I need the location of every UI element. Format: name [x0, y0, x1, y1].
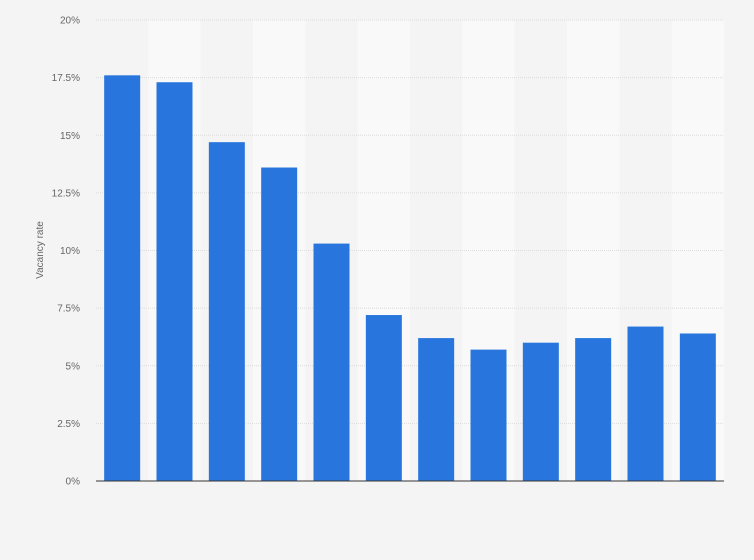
y-tick-label: 17.5% [52, 73, 80, 84]
y-tick-label: 15% [60, 131, 80, 142]
bar[interactable]: 14.7% [208, 142, 245, 482]
y-tick-label: 20% [60, 16, 80, 27]
y-axis-label: Vacancy rate [35, 221, 46, 279]
bar[interactable]: 17.6% [104, 75, 141, 481]
bar[interactable]: 13.6% [261, 167, 298, 481]
bar[interactable]: 6.7% [627, 326, 664, 481]
bar[interactable]: 10.3% [313, 243, 350, 481]
y-tick-label: 5% [66, 361, 81, 372]
y-tick-label: 0% [66, 477, 81, 488]
bar[interactable]: 6.2% [418, 338, 455, 481]
bar[interactable]: 5.7% [470, 349, 507, 481]
bar[interactable]: 6.4% [679, 333, 716, 481]
y-tick-label: 10% [60, 246, 80, 257]
y-axis-ticks: 0% 2.5% 5% 7.5% 10% 12.5% 15% 17.5% 20% [52, 16, 80, 488]
y-tick-label: 2.5% [57, 419, 80, 430]
bars: 17.6%17.3%14.7%13.6%10.3%7.2%6.2%5.7%6%6… [104, 75, 716, 482]
y-tick-label: 12.5% [52, 188, 80, 199]
bar[interactable]: 7.2% [365, 315, 402, 481]
bar[interactable]: 17.3% [156, 82, 193, 482]
bar[interactable]: 6% [522, 342, 559, 481]
gridlines [96, 19, 724, 424]
bar[interactable]: 6.2% [575, 338, 612, 481]
y-tick-label: 7.5% [57, 304, 80, 315]
